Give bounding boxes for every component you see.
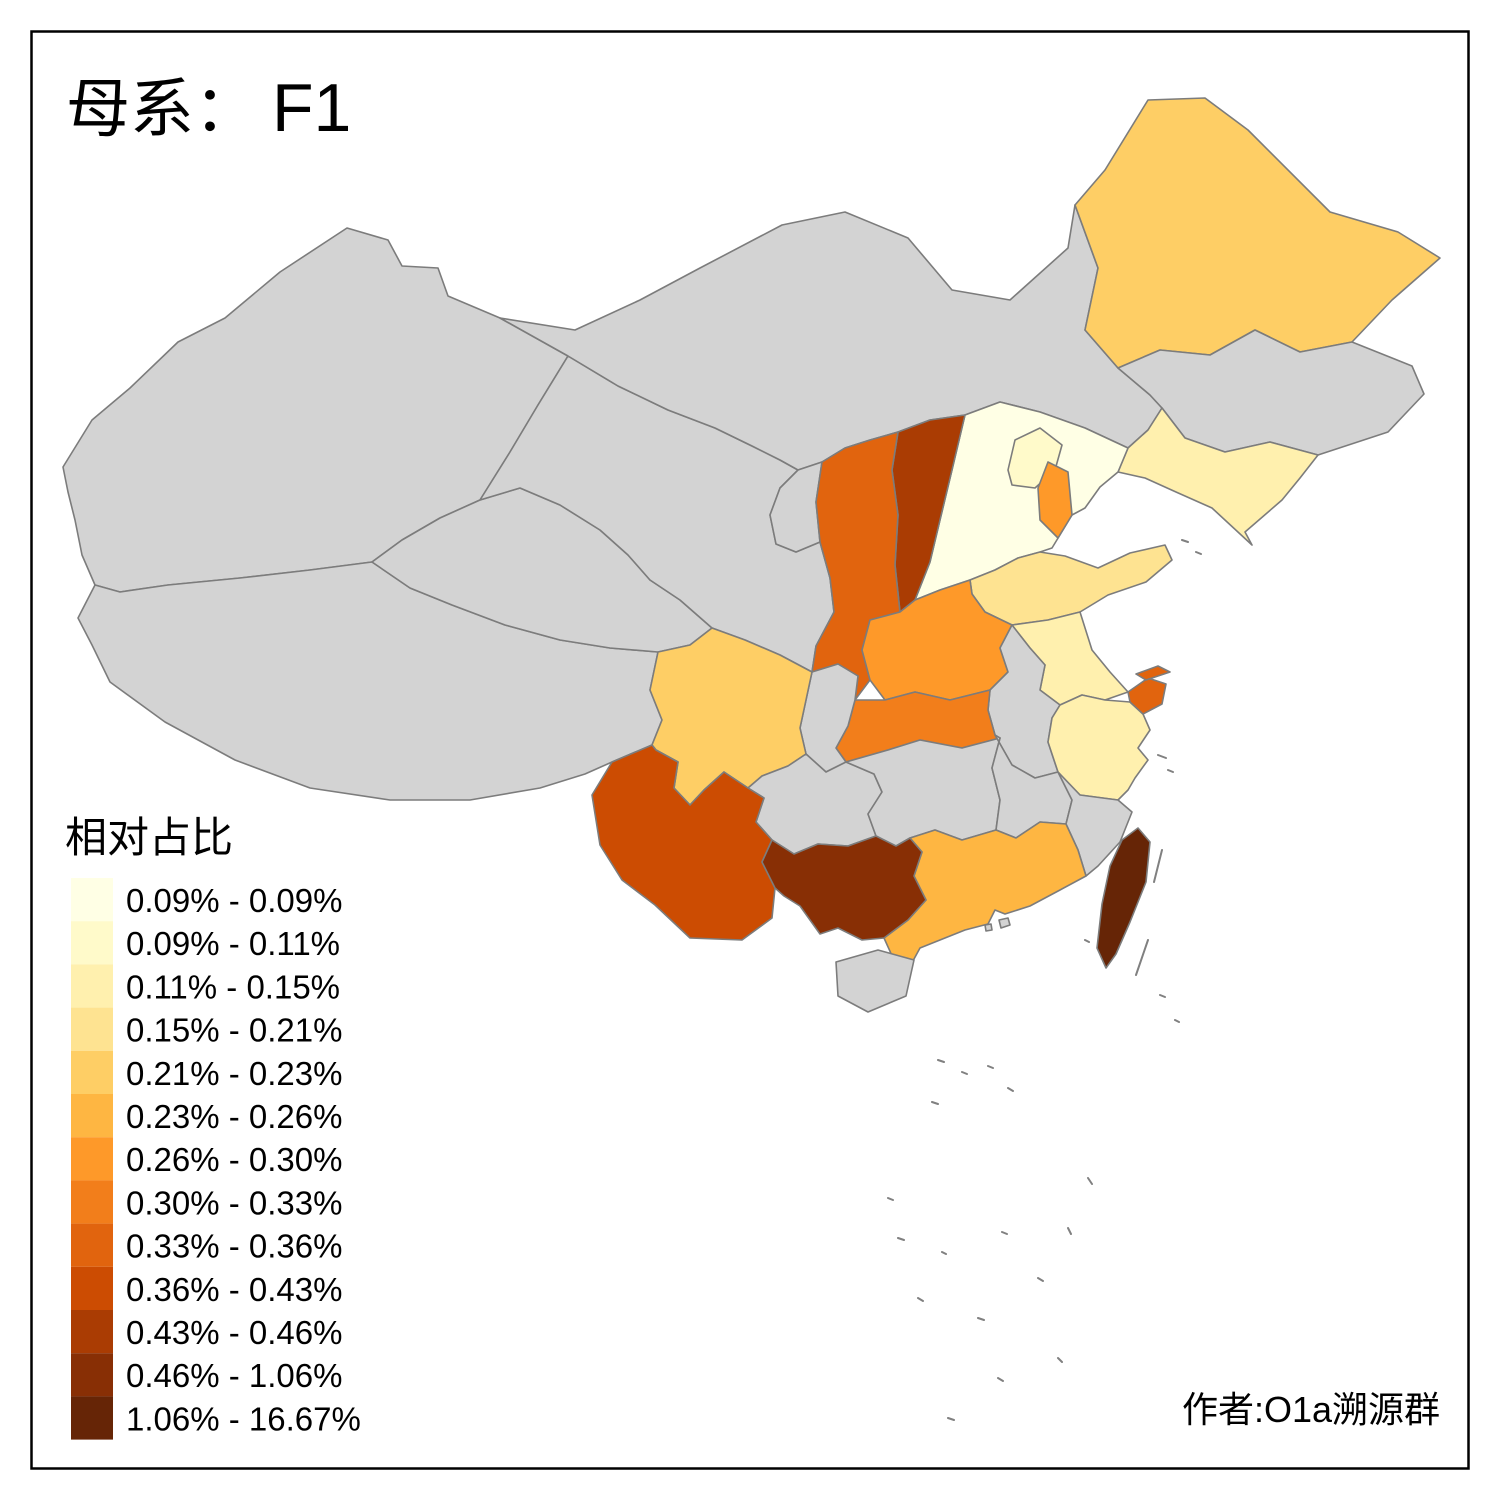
region-macau [984,923,993,932]
province-hainan [835,949,915,1013]
map-provinces [62,97,1441,1013]
legend-label: 0.09% - 0.09% [126,882,342,919]
legend-label: 0.21% - 0.23% [126,1055,342,1092]
legend-label: 0.23% - 0.26% [126,1098,342,1135]
small-islands [887,539,1202,1421]
legend-swatch [71,1353,113,1397]
legend-swatch [71,878,113,922]
legend-items: 0.09% - 0.09% 0.09% - 0.11% 0.11% - 0.15% 0… [71,878,361,1440]
legend-label: 0.30% - 0.33% [126,1184,342,1221]
legend: 相对占比 0.09% - 0.09% 0.09% - 0.11% 0.11% - 0… [65,816,361,1440]
province-fujian [1057,771,1133,877]
legend-label: 0.11% - 0.15% [126,968,340,1005]
credit-text: 作者:O1a溯源群 [1182,1389,1440,1430]
island-chongming [1135,665,1171,681]
province-heilongjiang [1074,97,1441,369]
legend-swatch [71,921,113,965]
legend-swatch [71,1137,113,1181]
legend-label: 1.06% - 16.67% [126,1400,361,1437]
legend-label: 0.15% - 0.21% [126,1012,342,1049]
plot-border [30,30,1470,1470]
legend-label: 0.26% - 0.30% [126,1141,342,1178]
legend-swatch [71,1050,113,1094]
legend-swatch [71,1094,113,1138]
legend-swatch [71,1266,113,1310]
legend-swatch [71,964,113,1008]
legend-swatch [71,1007,113,1051]
province-tianjin [1037,461,1073,539]
legend-label: 0.43% - 0.46% [126,1314,342,1351]
legend-label: 0.33% - 0.36% [126,1228,342,1265]
province-zhejiang [1047,694,1151,801]
page-title-value: F1 [272,70,351,146]
legend-label: 0.09% - 0.11% [126,925,340,962]
legend-label: 0.46% - 1.06% [126,1357,342,1394]
legend-swatch [71,1180,113,1224]
province-guangxi [761,835,927,941]
legend-swatch [71,1223,113,1267]
region-hong-kong [998,917,1011,929]
legend-title: 相对占比 [65,816,233,862]
legend-swatch [71,1396,113,1440]
legend-label: 0.36% - 0.43% [126,1271,342,1308]
province-taiwan [1096,827,1151,969]
page-title: 母系： [66,74,258,145]
legend-swatch [71,1310,113,1354]
